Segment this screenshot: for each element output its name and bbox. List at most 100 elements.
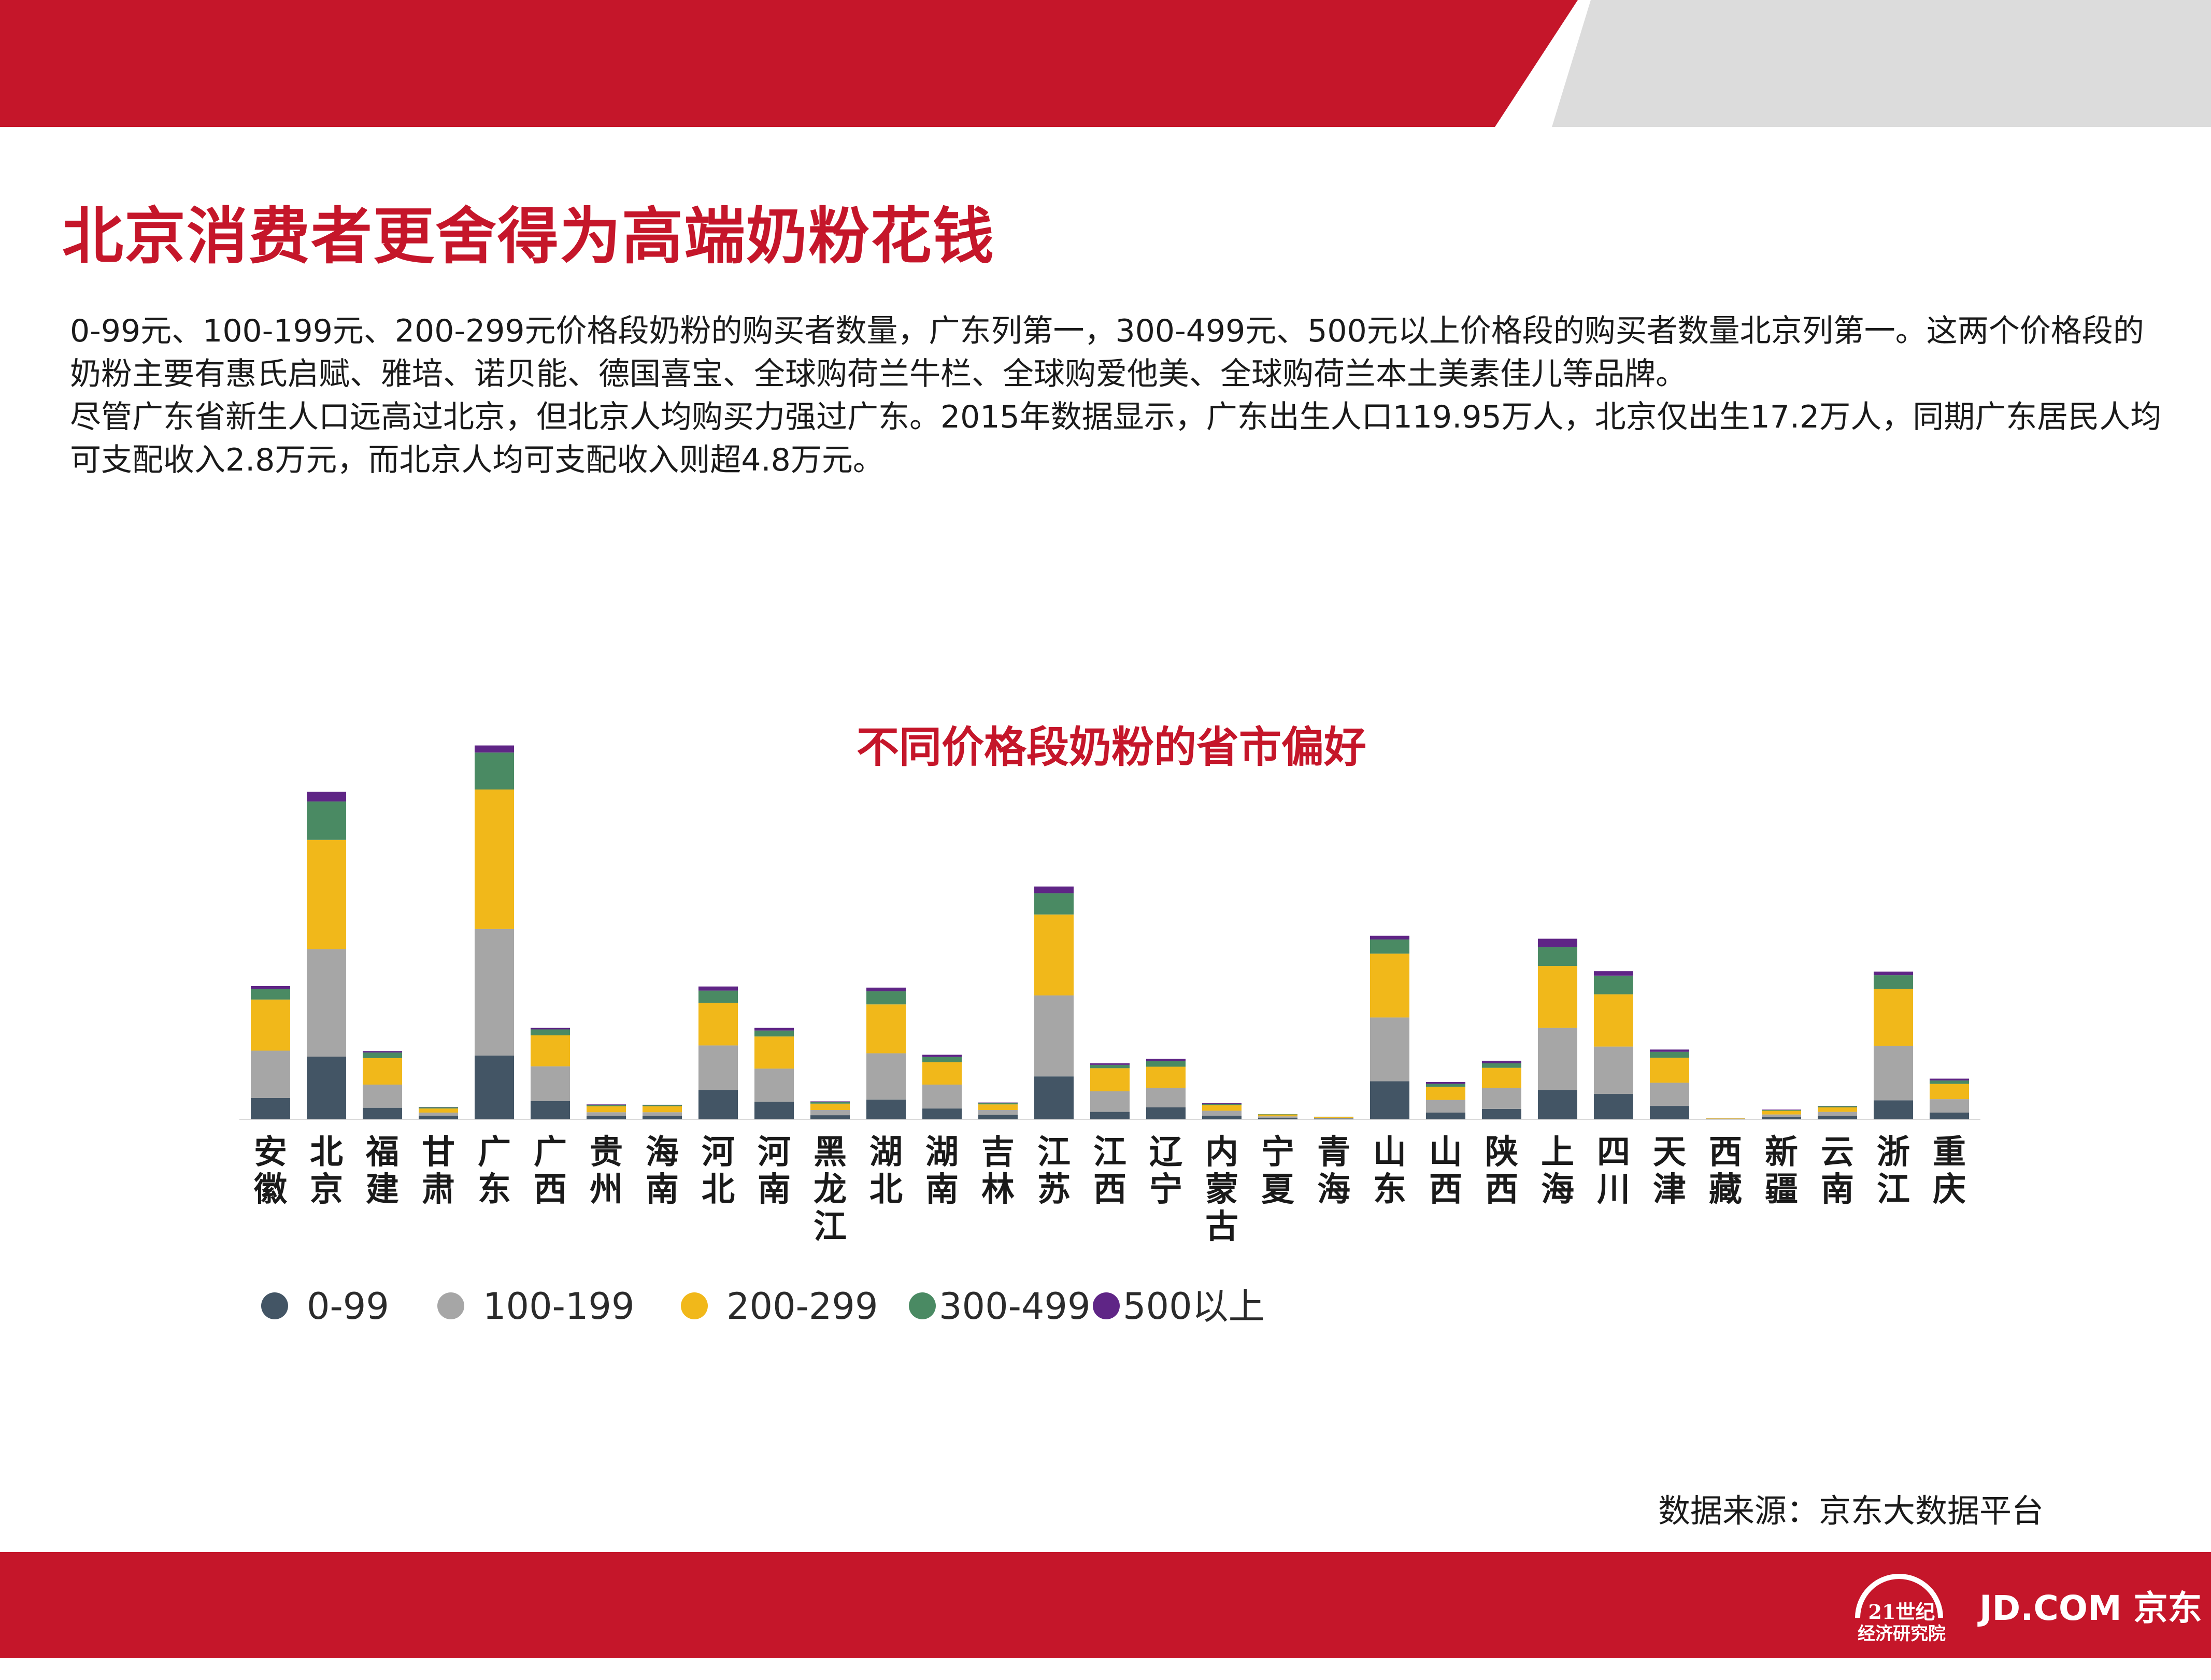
- bar-segment: [1258, 1114, 1297, 1115]
- bar-segment: [1818, 1116, 1857, 1119]
- logo-21-line1: 21世纪: [1868, 1600, 1935, 1624]
- bar-segment: [1426, 1113, 1465, 1119]
- bar-segment: [1034, 886, 1074, 893]
- bar-segment: [1818, 1106, 1857, 1107]
- legend-label: 100-199: [483, 1285, 634, 1328]
- bar-segment: [1594, 1094, 1633, 1119]
- bar-segment: [307, 801, 346, 840]
- bar-segment: [1482, 1108, 1521, 1119]
- bar-segment: [754, 1028, 794, 1031]
- bar-segment: [1594, 994, 1633, 1047]
- bar-segment: [307, 839, 346, 949]
- bar-segment: [1202, 1110, 1242, 1116]
- bar-segment: [1426, 1100, 1465, 1113]
- bar-segment: [251, 989, 290, 1000]
- category-label: 安徽: [253, 1133, 288, 1209]
- bar-segment: [1482, 1088, 1521, 1109]
- category-label: 宁夏: [1261, 1133, 1295, 1209]
- bar-segment: [922, 1085, 962, 1109]
- legend-swatch: [1093, 1292, 1120, 1319]
- bar-segment: [1594, 975, 1633, 994]
- category-label: 辽宁: [1149, 1133, 1182, 1209]
- category-label: 湖北: [869, 1133, 903, 1209]
- bar-segment: [698, 986, 738, 991]
- bar-segment: [1090, 1068, 1130, 1091]
- category-label: 湖南: [925, 1133, 959, 1209]
- bar-segment: [1090, 1064, 1130, 1069]
- bar-segment: [363, 1085, 402, 1108]
- bar-segment: [1930, 1084, 1969, 1100]
- category-label: 西藏: [1709, 1133, 1742, 1209]
- bar-segment: [1146, 1107, 1186, 1119]
- bar-segment: [1650, 1051, 1689, 1058]
- category-label: 四川: [1597, 1133, 1630, 1209]
- category-label: 海南: [646, 1133, 679, 1209]
- bar-segment: [698, 1003, 738, 1046]
- bar-segment: [866, 1099, 906, 1119]
- bar-segment: [1370, 1017, 1409, 1081]
- bar-segment: [1650, 1083, 1689, 1106]
- bar-segment: [363, 1107, 402, 1119]
- category-label: 河北: [702, 1133, 735, 1209]
- bar-segment: [1482, 1060, 1521, 1063]
- bar-segment: [1370, 935, 1409, 939]
- bar-segment: [1314, 1117, 1353, 1118]
- bar-segment: [475, 752, 514, 790]
- bar-segment: [1202, 1115, 1242, 1119]
- bar-segment: [1874, 989, 1913, 1046]
- bar-segment: [1370, 953, 1409, 1018]
- bar-segment: [1538, 966, 1577, 1028]
- bar-segment: [1874, 1100, 1913, 1119]
- bar-segment: [1258, 1114, 1297, 1117]
- category-label: 广西: [534, 1133, 567, 1209]
- bar-segment: [531, 1028, 570, 1030]
- bar-segment: [587, 1104, 626, 1105]
- bar-segment: [1818, 1112, 1857, 1116]
- bar-segment: [1034, 914, 1074, 995]
- bars-group: [239, 745, 1980, 1120]
- bar-segment: [587, 1116, 626, 1119]
- bar-segment: [1090, 1091, 1130, 1112]
- bar-segment: [978, 1103, 1018, 1105]
- bar-segment: [810, 1102, 850, 1104]
- bar-segment: [1034, 1076, 1074, 1119]
- bar-segment: [1258, 1118, 1297, 1119]
- category-label: 上海: [1541, 1133, 1574, 1209]
- bar-segment: [1538, 947, 1577, 966]
- category-label: 内蒙古: [1205, 1133, 1238, 1246]
- bar-segment: [587, 1106, 626, 1113]
- legend-swatch: [437, 1292, 464, 1319]
- category-label: 浙江: [1877, 1133, 1910, 1209]
- bar-segment: [1538, 1090, 1577, 1119]
- bar-segment: [698, 1045, 738, 1090]
- data-source-note: 数据来源：京东大数据平台: [1658, 1492, 2044, 1530]
- bar-segment: [1426, 1087, 1465, 1100]
- bar-segment: [1426, 1084, 1465, 1087]
- category-label: 天津: [1653, 1133, 1686, 1209]
- bar-segment: [1818, 1107, 1857, 1112]
- bar-segment: [698, 1090, 738, 1119]
- bar-segment: [475, 929, 514, 1056]
- bar-segment: [643, 1116, 682, 1119]
- bar-segment: [978, 1110, 1018, 1115]
- bar-segment: [1034, 893, 1074, 915]
- header-red-band: [0, 0, 1578, 127]
- bar-segment: [531, 1029, 570, 1035]
- bar-segment: [1874, 1046, 1913, 1101]
- chart-title: 不同价格段奶粉的省市偏好: [857, 723, 1366, 772]
- bar-segment: [475, 789, 514, 929]
- bar-segment: [307, 791, 346, 802]
- legend-label: 500以上: [1123, 1285, 1265, 1328]
- bar-segment: [1762, 1117, 1801, 1119]
- bar-segment: [475, 1055, 514, 1119]
- bar-segment: [1930, 1113, 1969, 1119]
- legend-label: 300-499: [939, 1285, 1090, 1328]
- bar-segment: [1146, 1061, 1186, 1067]
- bar-segment: [1426, 1082, 1465, 1084]
- category-label: 广东: [478, 1133, 511, 1209]
- bar-segment: [1202, 1103, 1242, 1104]
- bar-segment: [419, 1108, 458, 1113]
- bar-segment: [1874, 975, 1913, 989]
- bar-segment: [810, 1103, 850, 1110]
- legend-label: 200-299: [726, 1285, 878, 1328]
